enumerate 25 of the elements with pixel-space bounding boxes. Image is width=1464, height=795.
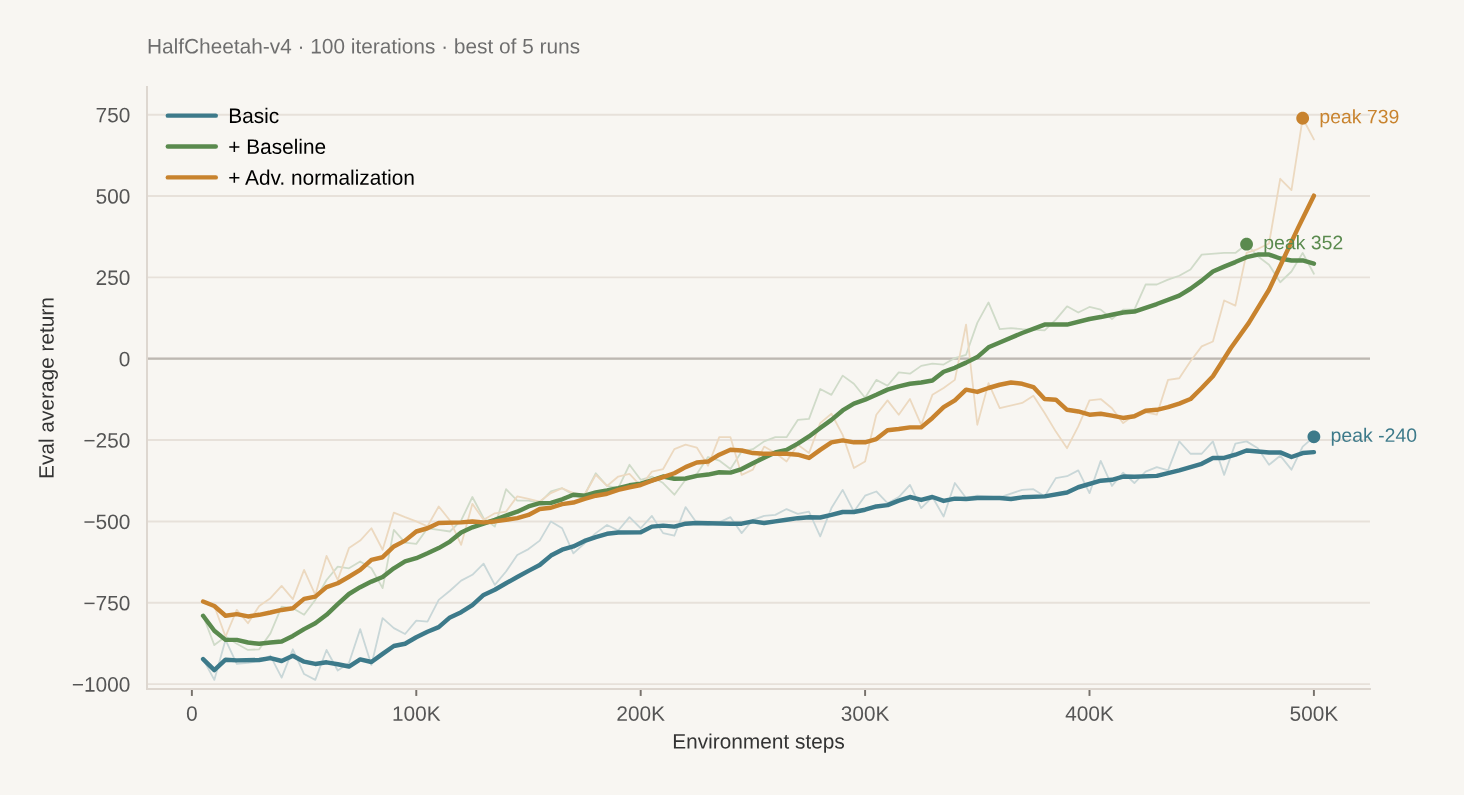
x-tick-label: 0 <box>186 706 197 721</box>
data-label: peak -240 <box>1331 427 1417 446</box>
chart-title: HalfCheetah-v4 · 100 iterations · best of 5 runs <box>148 38 580 54</box>
y-tick-label: −500 <box>84 514 130 530</box>
y-tick-label: 750 <box>96 107 130 123</box>
y-tick-label: −750 <box>84 595 130 611</box>
legend-label: + Adv. normalization <box>229 169 414 185</box>
y-tick-label: −250 <box>84 433 130 448</box>
y-tick-label: 0 <box>119 351 130 367</box>
x-tick-label: 300K <box>841 706 890 721</box>
y-tick-label: −1000 <box>72 677 130 692</box>
x-tick-label: 200K <box>617 706 665 721</box>
data-label: peak 739 <box>1320 109 1399 128</box>
y-tick-label: 250 <box>96 270 130 286</box>
x-tick-label: 100K <box>393 706 441 721</box>
point <box>1240 237 1253 251</box>
x-tick-label: 400K <box>1065 706 1114 721</box>
x-tick-label: 500K <box>1290 706 1338 721</box>
y-axis-title: Eval average return <box>38 298 58 478</box>
point <box>1296 111 1310 125</box>
legend-label: + Baseline <box>229 138 326 155</box>
y-tick-label: 500 <box>96 189 130 204</box>
x-axis-title: Environment steps <box>673 733 845 753</box>
point <box>1307 430 1321 444</box>
legend-label: Basic <box>229 107 279 124</box>
